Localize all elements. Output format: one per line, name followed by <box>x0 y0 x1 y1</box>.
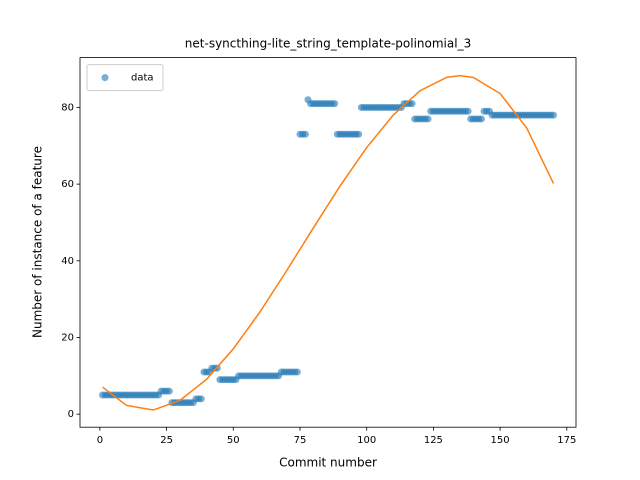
y-tick-label: 0 <box>68 409 74 420</box>
x-tick-label: 75 <box>294 435 307 446</box>
data-point <box>464 107 472 115</box>
x-tick-label: 175 <box>557 435 576 446</box>
data-point <box>477 115 485 123</box>
data-point <box>408 100 416 108</box>
data-point <box>293 368 301 376</box>
y-tick-label: 80 <box>61 102 74 113</box>
x-tick-label: 100 <box>357 435 376 446</box>
data-point <box>165 387 173 395</box>
legend-label: data <box>131 73 154 84</box>
x-tick-label: 125 <box>424 435 443 446</box>
x-axis-label: Commit number <box>279 456 377 470</box>
data-point <box>355 130 363 138</box>
data-point <box>301 130 309 138</box>
axes-frame <box>79 57 577 428</box>
y-tick-label: 40 <box>61 256 74 267</box>
data-point <box>549 111 557 119</box>
fit-line <box>102 74 555 411</box>
y-tick-label: 60 <box>61 179 74 190</box>
x-tick-label: 50 <box>227 435 240 446</box>
y-tick-label: 20 <box>61 332 74 343</box>
x-tick-label: 150 <box>491 435 510 446</box>
legend-box <box>86 64 164 92</box>
plot-area <box>99 74 557 411</box>
data-point <box>424 115 432 123</box>
x-tick-label: 0 <box>97 435 103 446</box>
x-tick-label: 25 <box>160 435 173 446</box>
legend-swatch <box>101 74 109 82</box>
y-axis-label: Number of instance of a feature <box>31 146 45 338</box>
chart-title: net-syncthing-lite_string_template-polin… <box>185 37 471 51</box>
data-point <box>197 395 205 403</box>
data-point <box>331 100 339 108</box>
